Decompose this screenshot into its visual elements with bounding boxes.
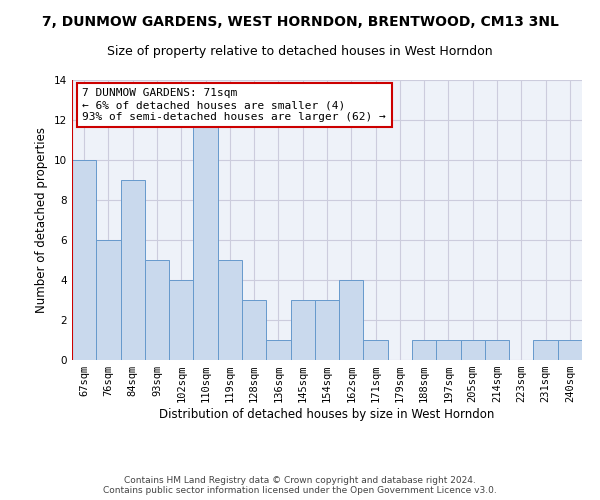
Bar [266,340,290,360]
Bar [193,120,218,360]
Bar [169,280,193,360]
Text: Contains HM Land Registry data © Crown copyright and database right 2024.
Contai: Contains HM Land Registry data © Crown c… [103,476,497,495]
Bar [485,340,509,360]
Bar [461,340,485,360]
Bar [242,300,266,360]
Bar [364,340,388,360]
Bar [218,260,242,360]
Text: 7 DUNMOW GARDENS: 71sqm
← 6% of detached houses are smaller (4)
93% of semi-deta: 7 DUNMOW GARDENS: 71sqm ← 6% of detached… [82,88,386,122]
Text: Size of property relative to detached houses in West Horndon: Size of property relative to detached ho… [107,45,493,58]
Bar [412,340,436,360]
Bar [315,300,339,360]
Text: 7, DUNMOW GARDENS, WEST HORNDON, BRENTWOOD, CM13 3NL: 7, DUNMOW GARDENS, WEST HORNDON, BRENTWO… [41,15,559,29]
Bar [121,180,145,360]
Bar [72,160,96,360]
Bar [339,280,364,360]
Y-axis label: Number of detached properties: Number of detached properties [35,127,49,313]
Bar [436,340,461,360]
X-axis label: Distribution of detached houses by size in West Horndon: Distribution of detached houses by size … [160,408,494,421]
Bar [290,300,315,360]
Bar [96,240,121,360]
Bar [558,340,582,360]
Bar [145,260,169,360]
Bar [533,340,558,360]
